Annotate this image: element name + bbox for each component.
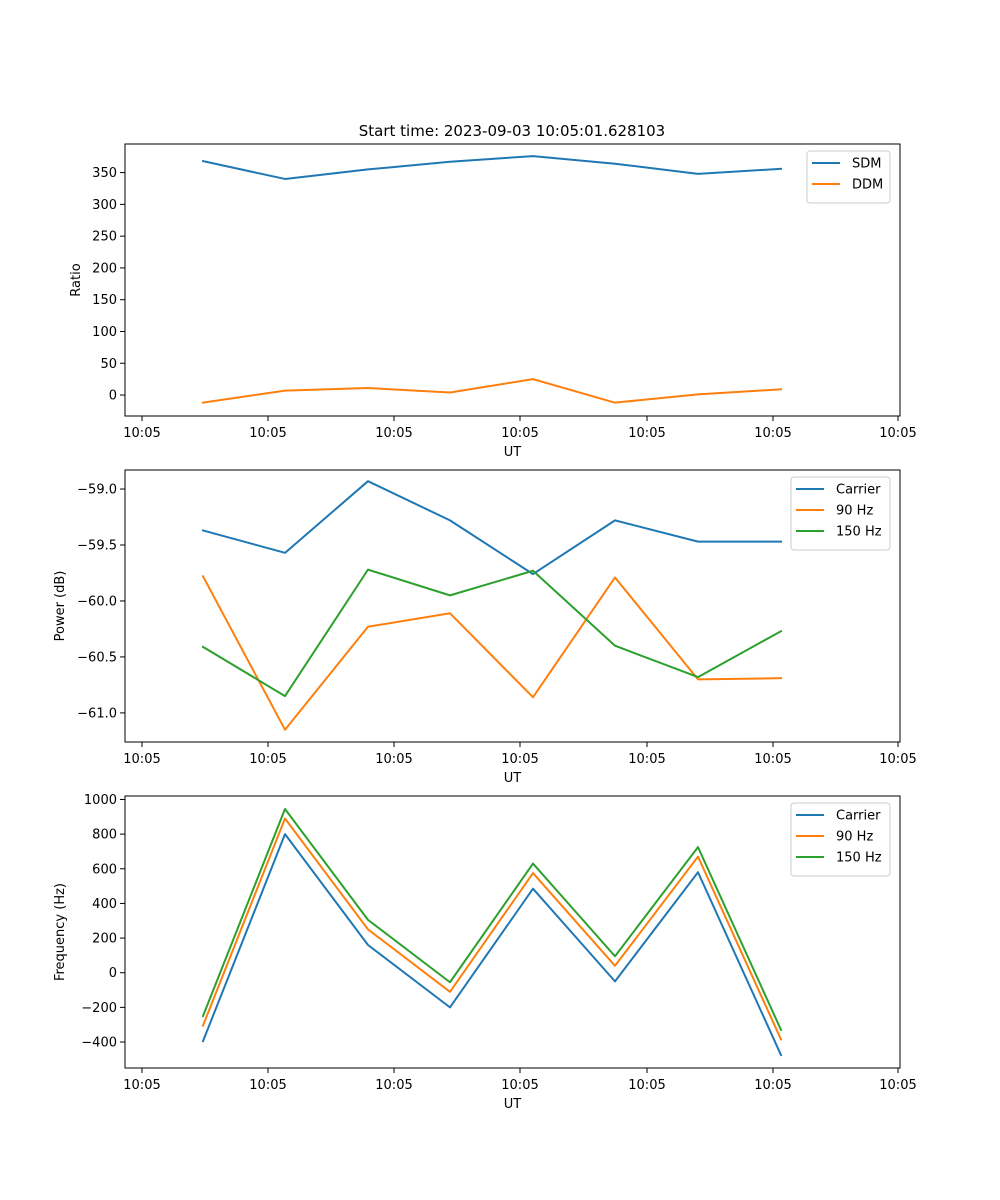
ratio-axes-frame xyxy=(124,143,901,417)
frequency-y-tick-label: 1000 xyxy=(84,793,117,808)
ratio-y-tick-label: 250 xyxy=(92,230,117,245)
ratio-y-tick-label: 200 xyxy=(92,261,117,276)
power-x-axis-label: UT xyxy=(504,771,522,786)
power-y-tick-label: −61.0 xyxy=(77,706,117,721)
power-y-tick-label: −59.5 xyxy=(77,538,117,553)
power-x-tick-label: 10:05 xyxy=(754,752,791,767)
ratio-y-tick-label: 50 xyxy=(100,357,117,372)
power-y-tick-label: −59.0 xyxy=(77,483,117,498)
frequency-x-tick-label: 10:05 xyxy=(249,1078,286,1093)
ratio-y-tick-label: 350 xyxy=(92,166,117,181)
ratio-legend: SDM DDM xyxy=(806,150,891,204)
frequency-y-tick-label: 200 xyxy=(92,932,117,947)
frequency-y-tick-label: 600 xyxy=(92,862,117,877)
power-series-150-hz xyxy=(201,568,783,698)
power-y-tick-label: −60.0 xyxy=(77,594,117,609)
power-x-tick-label: 10:05 xyxy=(501,752,538,767)
chart-title: Start time: 2023-09-03 10:05:01.628103 xyxy=(359,122,665,140)
ratio-y-axis-label: Ratio xyxy=(69,263,84,296)
power-x-tick-label: 10:05 xyxy=(879,752,916,767)
ratio-y-tick-label: 150 xyxy=(92,293,117,308)
ratio-x-tick-label: 10:05 xyxy=(375,426,412,441)
power-x-tick-label: 10:05 xyxy=(123,752,160,767)
ratio-x-tick-label: 10:05 xyxy=(501,426,538,441)
ratio-y-tick-label: 100 xyxy=(92,325,117,340)
frequency-y-tick-label: −200 xyxy=(81,1001,117,1016)
frequency-y-tick-label: 400 xyxy=(92,897,117,912)
frequency-series-90-hz xyxy=(201,817,783,1041)
power-series-carrier xyxy=(201,480,782,576)
power-legend-label: Carrier xyxy=(836,483,881,498)
frequency-y-tick-label: 0 xyxy=(109,966,117,981)
frequency-y-tick-label: 800 xyxy=(92,828,117,843)
frequency-axes-frame xyxy=(124,795,901,1069)
frequency-legend: Carrier 90 Hz 150 Hz xyxy=(790,802,891,877)
ratio-x-axis-label: UT xyxy=(504,445,522,460)
ratio-series-sdm xyxy=(201,155,783,180)
ratio-x-tick-label: 10:05 xyxy=(249,426,286,441)
ratio-x-tick-label: 10:05 xyxy=(879,426,916,441)
power-legend-label: 150 Hz xyxy=(836,525,882,540)
frequency-x-tick-label: 10:05 xyxy=(123,1078,160,1093)
power-series-90-hz xyxy=(201,574,783,731)
power-legend: Carrier 90 Hz 150 Hz xyxy=(790,476,891,551)
frequency-legend-label: 150 Hz xyxy=(836,851,882,866)
ratio-panel: 10:05 10:05 10:05 10:05 10:05 10:05 10:05 0 50 10… xyxy=(69,143,917,460)
ratio-y-tick-label: 300 xyxy=(92,198,117,213)
ratio-legend-label: SDM xyxy=(852,157,881,172)
frequency-y-tick-label: −400 xyxy=(81,1036,117,1051)
frequency-x-tick-label: 10:05 xyxy=(501,1078,538,1093)
power-x-tick-label: 10:05 xyxy=(375,752,412,767)
frequency-legend-label: Carrier xyxy=(836,809,881,824)
frequency-series-carrier xyxy=(201,833,783,1057)
frequency-x-tick-label: 10:05 xyxy=(375,1078,412,1093)
power-legend-label: 90 Hz xyxy=(836,504,873,519)
power-y-tick-label: −60.5 xyxy=(77,650,117,665)
ratio-x-tick-label: 10:05 xyxy=(628,426,665,441)
frequency-x-tick-label: 10:05 xyxy=(628,1078,665,1093)
ratio-legend-label: DDM xyxy=(852,178,883,193)
ratio-y-tick-label: 0 xyxy=(109,389,117,404)
frequency-legend-label: 90 Hz xyxy=(836,830,873,845)
power-axes-frame xyxy=(124,469,901,743)
power-y-axis-label: Power (dB) xyxy=(53,571,68,642)
frequency-y-axis-label: Frequency (Hz) xyxy=(53,883,68,981)
power-panel: 10:05 10:05 10:05 10:05 10:05 10:05 10:05 −61.0… xyxy=(53,469,917,786)
ratio-x-tick-label: 10:05 xyxy=(123,426,160,441)
frequency-x-tick-label: 10:05 xyxy=(879,1078,916,1093)
power-x-tick-label: 10:05 xyxy=(249,752,286,767)
ratio-x-tick-label: 10:05 xyxy=(754,426,791,441)
frequency-x-tick-label: 10:05 xyxy=(754,1078,791,1093)
ratio-series-ddm xyxy=(201,378,783,404)
power-x-tick-label: 10:05 xyxy=(628,752,665,767)
frequency-panel: 10:05 10:05 10:05 10:05 10:05 10:05 10:05 −400 −… xyxy=(53,793,917,1112)
frequency-series-150-hz xyxy=(201,807,783,1032)
frequency-x-axis-label: UT xyxy=(504,1097,522,1112)
